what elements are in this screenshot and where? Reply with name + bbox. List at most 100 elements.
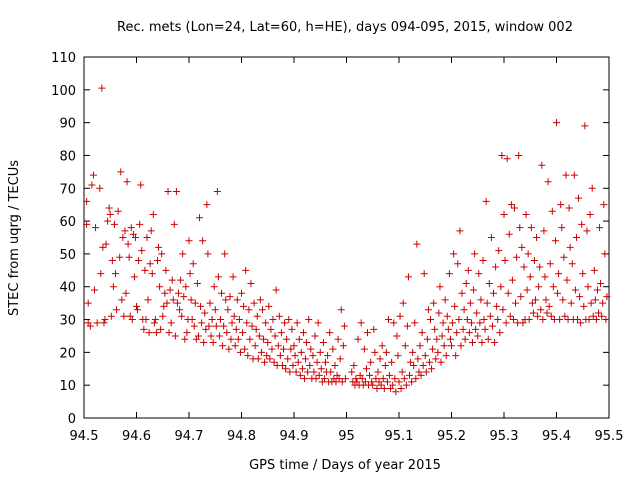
data-point (105, 204, 113, 212)
data-point (141, 266, 149, 274)
data-point (114, 207, 122, 215)
data-point (121, 227, 129, 235)
data-point (331, 361, 339, 369)
y-tick-label: 50 (59, 248, 76, 263)
data-point (265, 302, 273, 310)
data-point (182, 283, 190, 291)
data-point (140, 325, 148, 333)
data-point (96, 184, 104, 192)
data-point (84, 299, 92, 307)
data-point (585, 316, 593, 324)
data-point (171, 332, 179, 340)
data-point (332, 378, 340, 386)
data-point (420, 270, 428, 278)
x-tick-label: 95.4 (542, 429, 571, 444)
data-point (212, 322, 220, 330)
data-point (386, 371, 394, 379)
data-point (204, 250, 212, 258)
data-point (156, 283, 164, 291)
data-point (91, 286, 98, 294)
data-point (443, 312, 451, 320)
data-point (551, 237, 559, 245)
data-point (224, 306, 232, 314)
data-point (348, 368, 356, 376)
data-point (455, 316, 463, 324)
data-point (516, 224, 524, 232)
data-point (477, 296, 485, 304)
data-point (280, 345, 287, 353)
data-point (395, 378, 403, 386)
data-point (597, 279, 605, 287)
data-point (417, 371, 425, 379)
data-point (211, 306, 219, 314)
data-point (108, 256, 116, 264)
data-point (364, 329, 371, 337)
x-tick-label: 94.7 (175, 429, 204, 444)
data-point (539, 316, 547, 324)
data-point (250, 299, 258, 307)
data-point (435, 309, 443, 317)
data-point (165, 329, 173, 337)
data-point (403, 322, 411, 330)
data-point (577, 319, 585, 327)
data-point (523, 286, 531, 294)
data-point (428, 365, 436, 373)
data-point (512, 299, 520, 307)
data-point (472, 325, 480, 333)
data-point (520, 263, 528, 271)
x-tick-label: 95.3 (490, 429, 519, 444)
data-point (486, 312, 494, 320)
data-point (110, 220, 118, 228)
data-point (493, 302, 501, 310)
data-point (575, 194, 583, 202)
data-point (560, 253, 568, 261)
y-tick-label: 40 (59, 281, 76, 296)
x-tick-label: 95.1 (385, 429, 414, 444)
data-point (221, 250, 229, 258)
data-point (293, 319, 301, 327)
data-point (401, 342, 409, 350)
data-point (138, 247, 146, 255)
data-point (358, 375, 366, 383)
data-point (118, 296, 126, 304)
data-point (169, 296, 177, 304)
data-point (190, 322, 198, 330)
data-point (502, 319, 510, 327)
data-point (283, 335, 291, 343)
data-point (255, 332, 263, 340)
data-point (317, 365, 325, 373)
data-point (409, 348, 417, 356)
data-point (458, 289, 466, 297)
data-point (462, 279, 470, 287)
data-point (270, 358, 278, 366)
data-point (492, 263, 500, 271)
data-point (101, 316, 109, 324)
data-point (286, 368, 294, 376)
data-point (175, 289, 182, 297)
data-point (193, 279, 201, 287)
data-point (178, 312, 186, 320)
data-point (452, 352, 460, 360)
data-point (172, 188, 180, 196)
data-point (137, 181, 145, 189)
data-point (230, 312, 238, 320)
data-point (517, 293, 525, 301)
data-point (168, 276, 176, 284)
data-point (294, 358, 302, 366)
data-point (214, 273, 222, 281)
data-point (427, 316, 434, 324)
data-point (228, 319, 236, 327)
data-point (448, 342, 455, 350)
x-axis-ticks: 94.5 94.6 94.7 94.8 94.9 95 95.1 95.2 95.3 95.4 95… (70, 57, 623, 444)
data-point (383, 378, 391, 386)
data-point (157, 325, 165, 333)
data-point (478, 339, 486, 347)
data-point (254, 355, 262, 363)
data-point (431, 325, 439, 333)
data-point (341, 375, 349, 383)
data-point (385, 316, 392, 324)
data-point (136, 220, 144, 228)
data-point (277, 329, 285, 337)
data-point (127, 224, 135, 232)
data-point (413, 240, 421, 248)
